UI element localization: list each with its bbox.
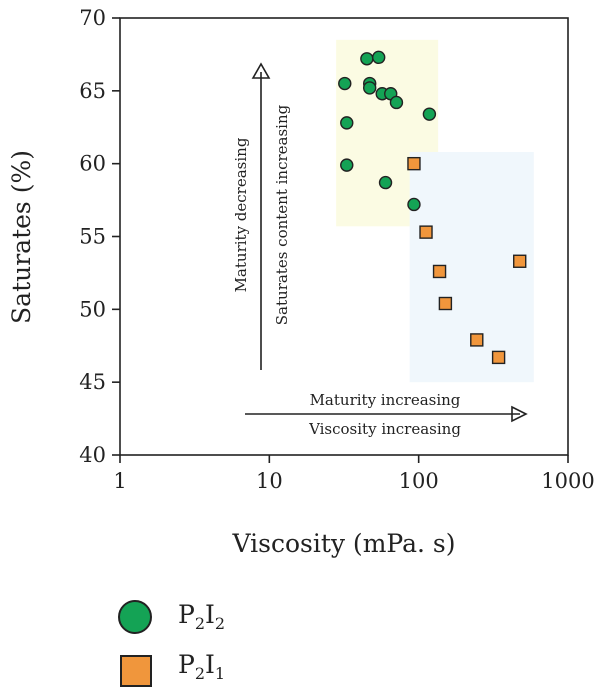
data-point-square xyxy=(438,296,453,311)
x-tick-label: 1000 xyxy=(541,469,594,493)
data-point-square xyxy=(407,156,421,171)
data-points xyxy=(338,50,527,365)
data-point-circle xyxy=(340,158,354,172)
legend-label-p2i1: P2I1 xyxy=(178,650,226,683)
circle-marker-icon xyxy=(118,600,152,634)
horizontal-annotation-line2: Viscosity increasing xyxy=(308,420,461,438)
axis-ticks: 1 10 100 1000 40 45 50 55 60 65 70 xyxy=(79,6,594,493)
data-point-square xyxy=(470,333,484,347)
data-point-circle xyxy=(340,116,354,130)
y-tick-label: 55 xyxy=(79,225,106,249)
legend-item-p2i2: P2I2 xyxy=(118,600,418,650)
data-point-circle xyxy=(389,95,404,110)
data-point-circle xyxy=(372,50,386,65)
x-tick-label: 1 xyxy=(113,469,126,493)
y-tick-label: 70 xyxy=(79,6,106,30)
legend-item-p2i1: P2I1 xyxy=(118,650,418,700)
vertical-arrowhead xyxy=(251,62,271,79)
legend-label-p2i2: P2I2 xyxy=(178,600,226,633)
data-point-circle xyxy=(378,175,393,190)
data-point-square xyxy=(432,264,447,279)
data-point-square xyxy=(491,350,506,365)
data-point-square xyxy=(419,225,433,239)
data-point-circle xyxy=(362,81,377,95)
data-point-circle xyxy=(360,52,374,66)
horizontal-arrowhead xyxy=(511,405,528,423)
legend: P2I2 P2I1 xyxy=(118,600,418,700)
x-axis-title: Viscosity (mPa. s) xyxy=(232,529,456,558)
data-point-square xyxy=(513,254,527,268)
x-tick-label: 10 xyxy=(256,469,283,493)
y-tick-label: 60 xyxy=(79,152,106,176)
scatter-chart: 1 10 100 1000 40 45 50 55 60 65 70 Maturity decrea… xyxy=(7,6,595,558)
vertical-annotation-line1: Maturity decreasing xyxy=(232,137,250,292)
horizontal-annotation-line1: Maturity increasing xyxy=(310,391,461,409)
y-axis-title: Saturates (%) xyxy=(7,150,36,324)
y-tick-label: 45 xyxy=(79,370,106,394)
vertical-annotation-line2: Saturates content increasing xyxy=(273,104,291,325)
x-tick-label: 100 xyxy=(399,469,439,493)
y-tick-label: 65 xyxy=(79,79,106,103)
data-point-circle xyxy=(338,76,352,91)
data-point-circle xyxy=(407,197,421,212)
data-point-circle xyxy=(422,107,437,121)
square-marker-icon xyxy=(120,655,152,687)
y-tick-label: 40 xyxy=(79,443,106,467)
y-tick-label: 50 xyxy=(79,297,106,321)
